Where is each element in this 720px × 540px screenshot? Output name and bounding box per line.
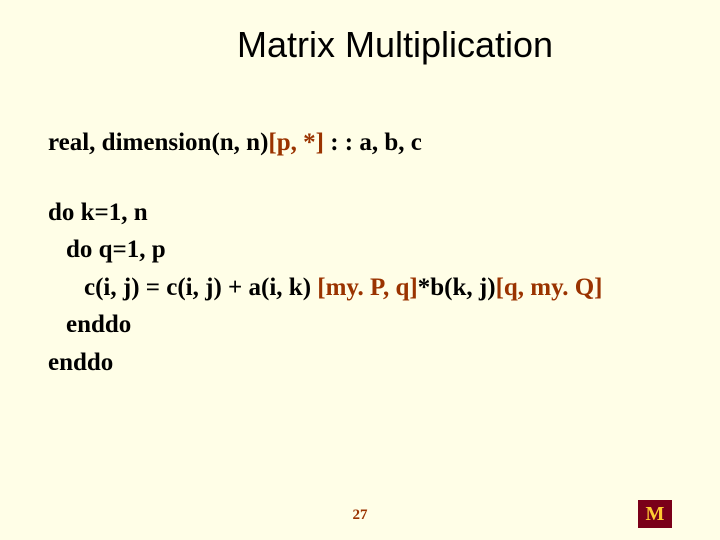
code-line-3-prefix: c(i, j) = c(i, j) + a(i, k) — [84, 274, 317, 301]
decl-suffix: : : a, b, c — [324, 129, 422, 156]
declaration-line: real, dimension(n, n)[p, *] : : a, b, c — [48, 124, 672, 162]
logo-letter: M — [646, 504, 665, 524]
slide-title: Matrix Multiplication — [118, 24, 672, 66]
slide-container: Matrix Multiplication real, dimension(n,… — [0, 0, 720, 540]
decl-prefix: real, dimension(n, n) — [48, 129, 268, 156]
code-line-3-bracket2: [q, my. Q] — [496, 274, 603, 301]
university-logo: M — [638, 500, 672, 528]
slide-content: real, dimension(n, n)[p, *] : : a, b, c … — [48, 124, 672, 381]
logo-background: M — [638, 500, 672, 528]
code-line-1: do k=1, n — [48, 194, 672, 232]
code-line-2: do q=1, p — [48, 231, 672, 269]
code-line-4: enddo — [48, 306, 672, 344]
decl-bracket: [p, *] — [268, 129, 324, 156]
code-line-3: c(i, j) = c(i, j) + a(i, k) [my. P, q]*b… — [48, 269, 672, 307]
code-line-5: enddo — [48, 344, 672, 382]
code-block: do k=1, n do q=1, p c(i, j) = c(i, j) + … — [48, 194, 672, 382]
code-line-3-mid: *b(k, j) — [418, 274, 496, 301]
code-line-3-bracket1: [my. P, q] — [317, 274, 417, 301]
page-number: 27 — [353, 507, 368, 524]
